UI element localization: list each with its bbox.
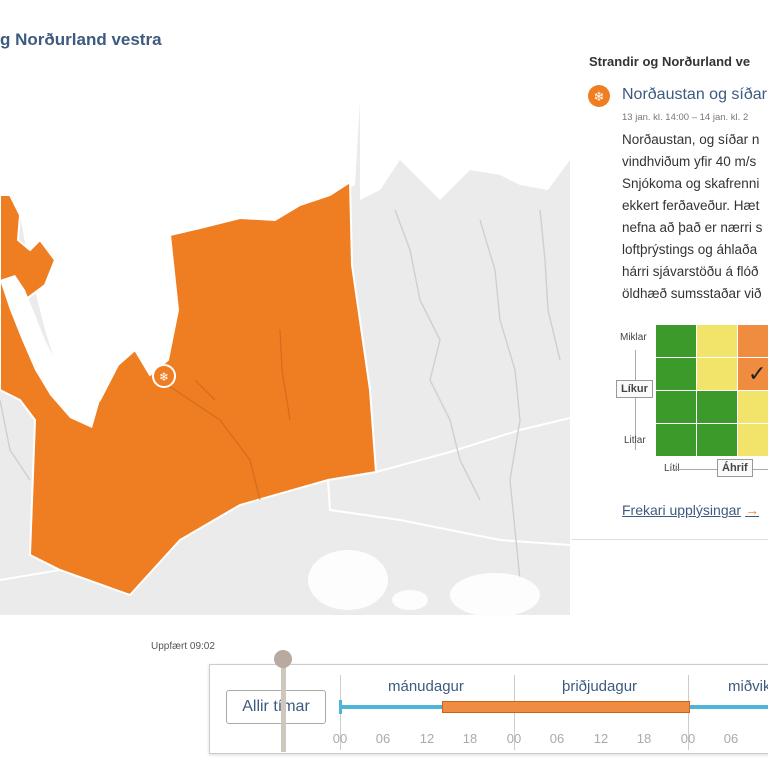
matrix-cell [738,424,768,456]
matrix-cell [738,325,768,357]
tick-label: 00 [332,731,348,746]
matrix-cell [697,424,737,456]
description-line: nefna að það er nærri s [622,220,763,235]
arrow-right-icon: → [745,502,760,518]
timeline-warning-span[interactable] [442,701,690,713]
rivers [159,329,291,501]
tick-label: 12 [419,731,435,746]
description-line: hárri sjávarstöðu á flóð [622,264,759,279]
updated-timestamp: Uppfært 09:02 [151,641,215,652]
risk-matrix: ✓ [656,325,768,456]
likelihood-low-label: Litlar [624,435,646,446]
time-slider-handle[interactable] [274,650,292,668]
matrix-cell [656,424,696,456]
matrix-cell [656,391,696,423]
roads [0,209,561,581]
warning-title[interactable]: Norðaustan og síðar [622,86,767,103]
matrix-cell-selected: ✓ [738,358,768,390]
day-label-wednesday[interactable]: miðvik [728,678,768,695]
description-line: ekkert ferðaveður. Hæt [622,198,760,213]
description-line: Snjókoma og skafrenni [622,176,760,191]
likelihood-axis [635,350,636,450]
day-label-monday[interactable]: mánudagur [388,678,464,695]
region-borders [0,417,570,581]
matrix-cell [697,325,737,357]
tick-label: 18 [636,731,652,746]
time-slider-stem[interactable] [281,660,286,752]
more-info-link[interactable]: Frekari upplýsingar → [622,502,759,518]
warning-details-panel: Strandir og Norðurland ve ❄ Norðaustan o… [572,50,768,540]
matrix-cell [656,325,696,357]
snow-wind-icon: ❄ [588,85,610,107]
tick-label: 18 [462,731,478,746]
more-info-label[interactable]: Frekari upplýsingar [622,502,742,518]
tick-label: 12 [593,731,609,746]
warning-map[interactable]: ❄ [0,100,570,615]
panel-heading: Strandir og Norðurland ve [589,54,751,69]
timeline[interactable]: Allir tímar mánudagur þriðjudagur miðvik… [209,664,768,754]
fjord [0,275,100,428]
tick-label: 06 [375,731,391,746]
map-canvas[interactable]: ❄ [0,100,570,615]
warning-region[interactable] [0,180,378,597]
matrix-cell [697,391,737,423]
tick-label: 00 [506,731,522,746]
likelihood-high-label: Miklar [620,332,647,343]
impact-button[interactable]: Áhrif [717,459,753,477]
day-label-tuesday[interactable]: þriðjudagur [562,678,638,695]
warning-time: 13 jan. kl. 14:00 – 14 jan. kl. 2 [622,112,749,123]
panel-divider [572,539,768,540]
tick-label: 06 [549,731,565,746]
map-sea-right [360,100,570,200]
description-line: Norðaustan, og síðar n [622,132,760,147]
matrix-cell [656,358,696,390]
matrix-cell [738,391,768,423]
checkmark-icon: ✓ [748,361,767,386]
all-times-button[interactable]: Allir tímar [226,690,326,724]
map-warning-marker[interactable]: ❄ [152,364,176,388]
description-line: vindhviðum yfir 40 m/s [622,154,757,169]
timeline-start-marker [339,700,342,714]
svg-text:❄: ❄ [594,90,605,105]
svg-text:❄: ❄ [159,370,169,384]
impact-low-label: Lítil [664,463,680,474]
tick-label: 06 [723,731,739,746]
likelihood-button[interactable]: Líkur [616,380,653,398]
description-line: öldhæð sumsstaðar við [622,286,762,301]
matrix-cell [697,358,737,390]
tick-label: 00 [680,731,696,746]
lakes [308,550,540,615]
region-title: g Norðurland vestra [0,30,162,49]
description-line: loftþrýstings og áhlaða [622,242,758,257]
